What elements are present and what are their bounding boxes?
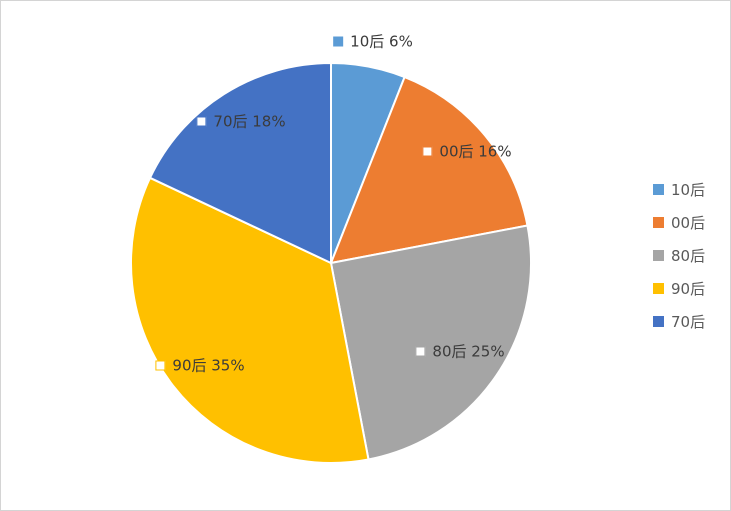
- pie-slice-70后[interactable]: [148, 61, 332, 265]
- slice-label-marker-icon: [155, 360, 166, 370]
- legend-swatch-icon: [653, 283, 664, 294]
- legend-label: 10后: [671, 181, 706, 199]
- slice-label-text: 10后 6%: [350, 32, 413, 51]
- legend-label: 90后: [671, 280, 706, 298]
- slice-label-90后: 90后 35%: [155, 355, 245, 376]
- legend-item-80后[interactable]: 80后: [653, 245, 705, 266]
- legend-item-90后[interactable]: 90后: [653, 278, 705, 299]
- pie-slice-00后[interactable]: [329, 75, 529, 265]
- legend-swatch-icon: [653, 184, 664, 195]
- slice-label-text: 00后 16%: [439, 142, 512, 161]
- legend-item-00后[interactable]: 00后: [653, 212, 705, 233]
- pie-slice-90后[interactable]: [130, 176, 370, 464]
- slice-label-text: 90后 35%: [172, 356, 245, 375]
- slice-label-10后: 10后 6%: [333, 31, 413, 52]
- legend-swatch-icon: [653, 316, 664, 327]
- slice-label-marker-icon: [196, 116, 207, 126]
- legend-label: 80后: [671, 247, 706, 265]
- slice-label-80后: 80后 25%: [415, 341, 505, 362]
- slice-label-marker-icon: [415, 346, 426, 356]
- legend-swatch-icon: [653, 250, 664, 261]
- slice-label-00后: 00后 16%: [422, 141, 512, 162]
- pie-slice-80后[interactable]: [329, 224, 532, 461]
- chart-legend: 10后 00后 80后 90后 70后: [653, 179, 705, 332]
- slice-label-70后: 70后 18%: [196, 111, 286, 132]
- legend-item-10后[interactable]: 10后: [653, 179, 705, 200]
- slice-label-text: 80后 25%: [432, 342, 505, 361]
- slice-label-text: 70后 18%: [213, 112, 286, 131]
- slice-label-marker-icon: [422, 146, 433, 156]
- legend-label: 70后: [671, 313, 706, 331]
- legend-swatch-icon: [653, 217, 664, 228]
- slice-label-marker-icon: [333, 36, 344, 46]
- legend-item-70后[interactable]: 70后: [653, 311, 705, 332]
- legend-label: 00后: [671, 214, 706, 232]
